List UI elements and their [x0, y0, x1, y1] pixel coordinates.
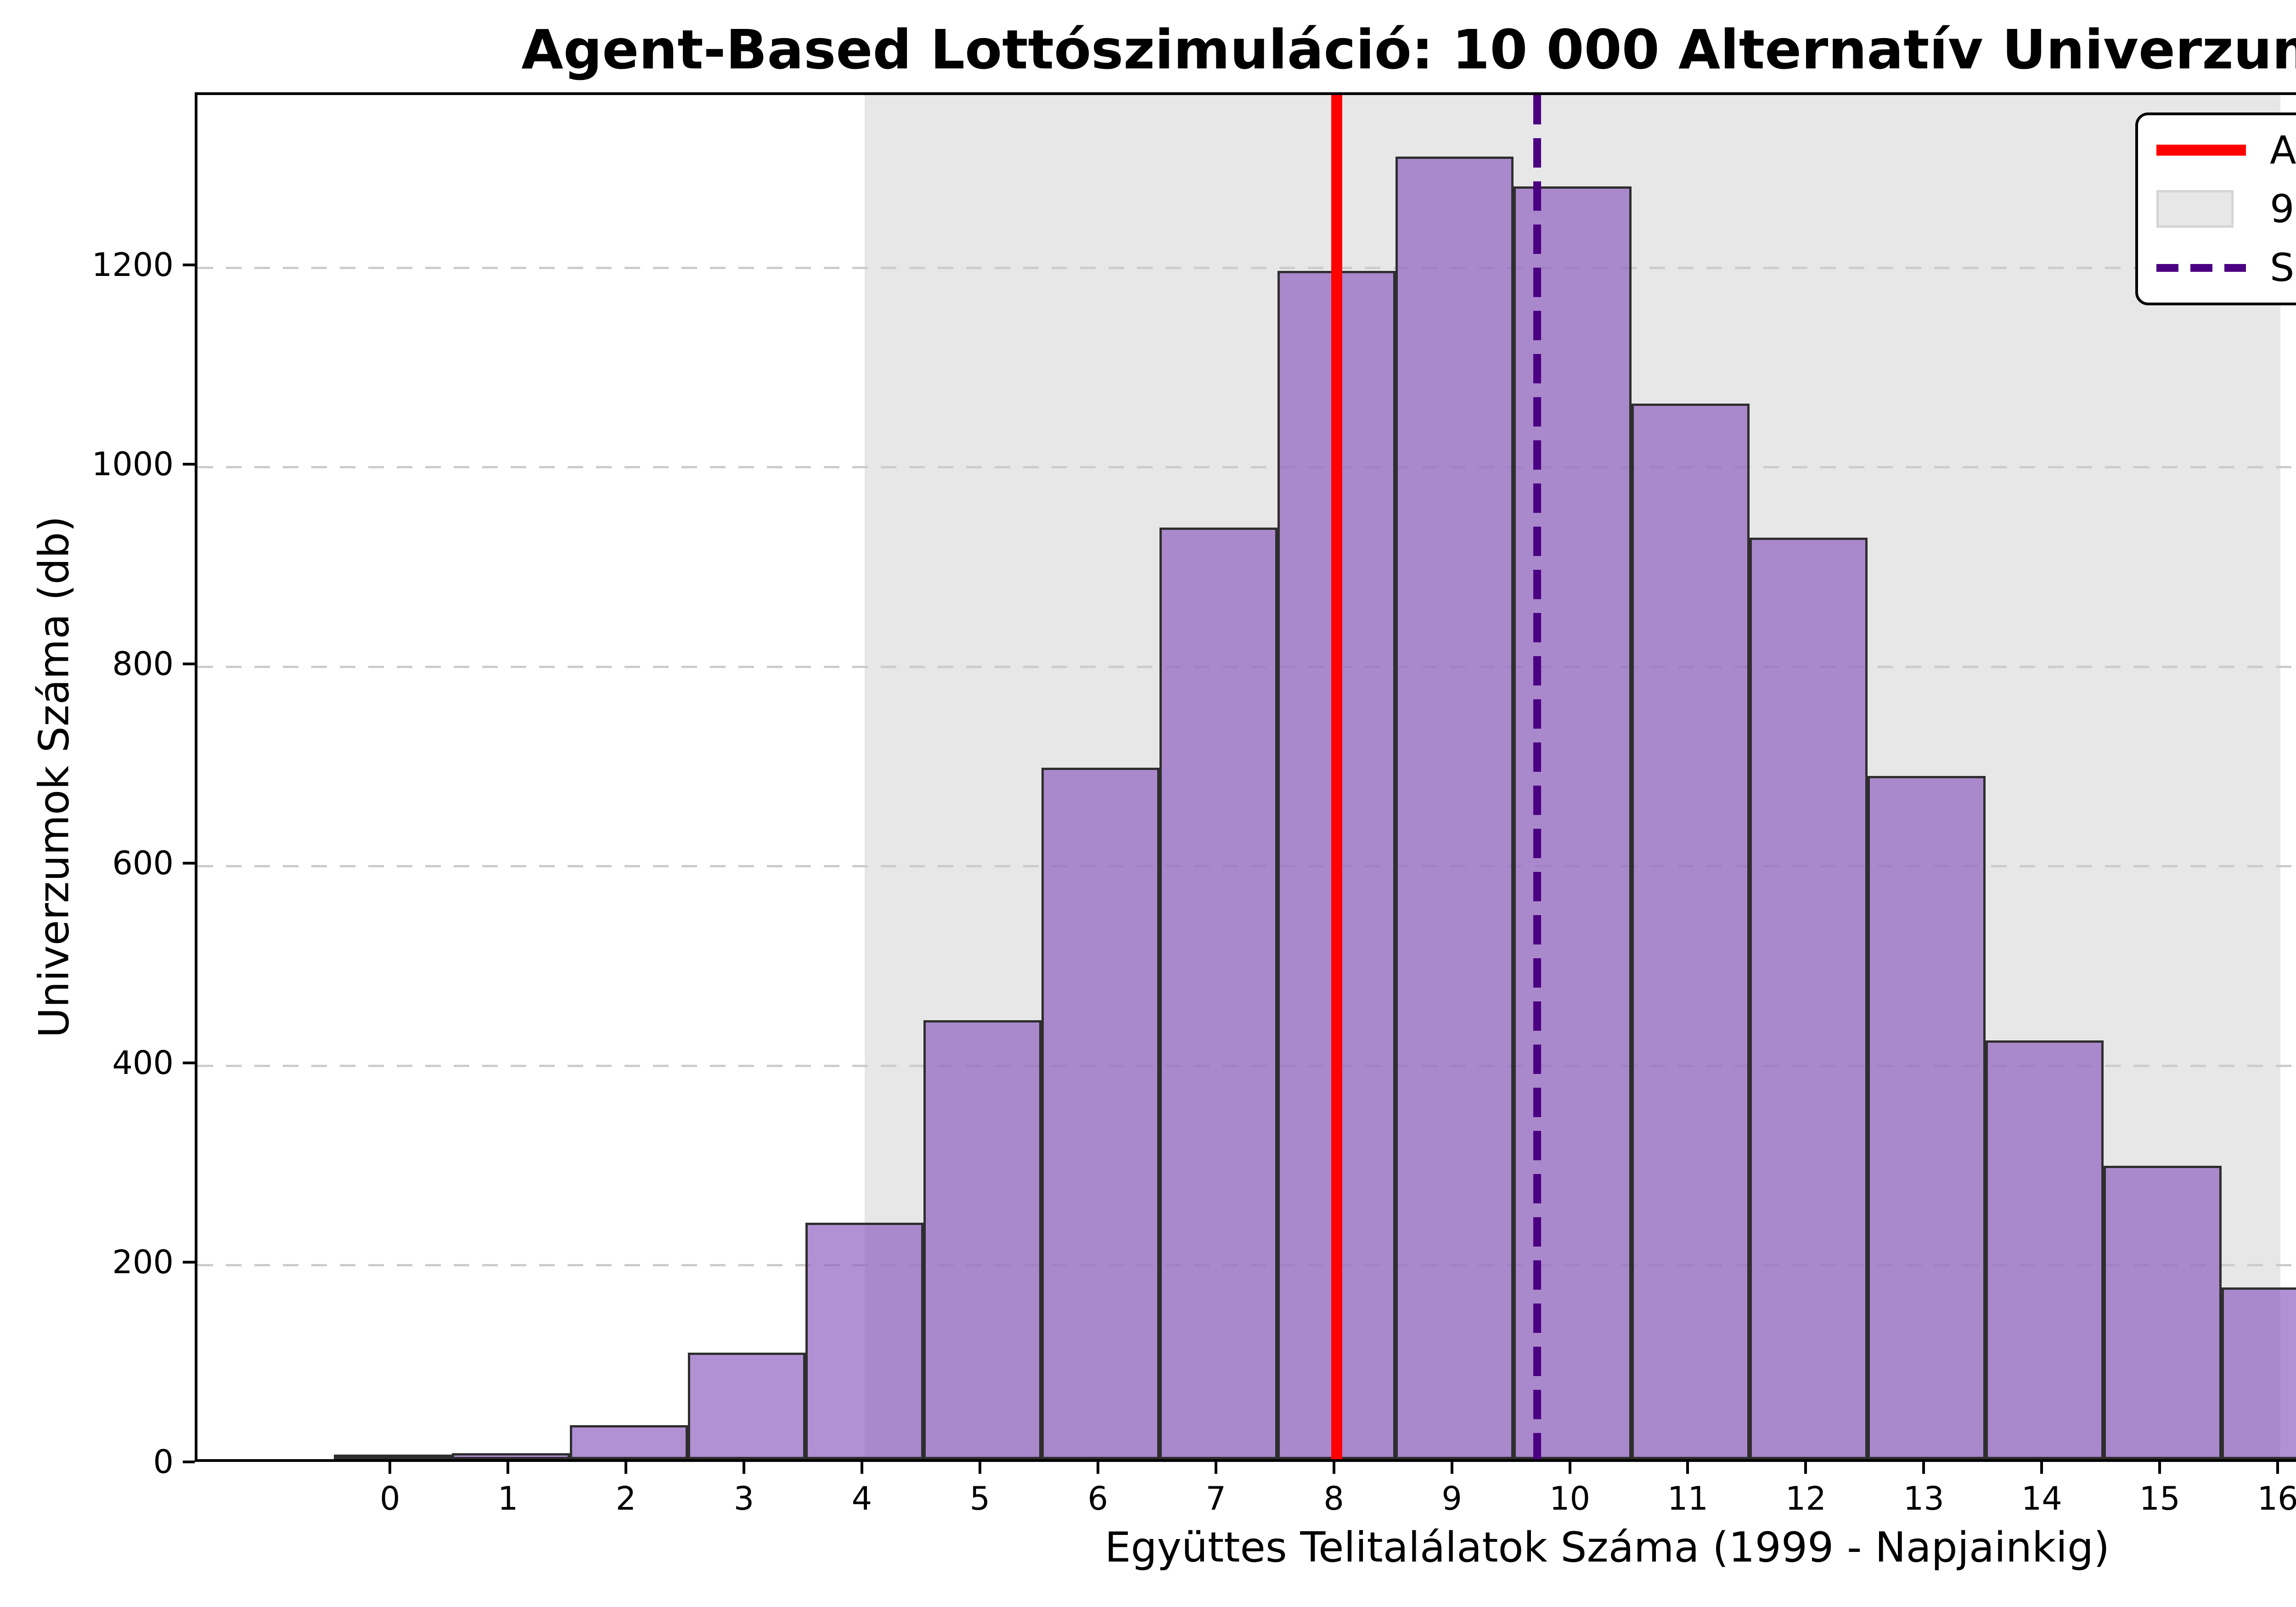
histogram-bar [451, 1453, 570, 1459]
legend-row-reality: A Mi Valóságunk (K=8) [2156, 127, 2296, 173]
chart-title: Agent-Based Lottószimuláció: 10 000 Alte… [521, 18, 2296, 81]
histogram-bar [1514, 186, 1632, 1459]
y-tick-mark [183, 862, 195, 865]
histogram-bar [1041, 768, 1160, 1459]
x-tick-mark [1686, 1462, 1689, 1474]
legend-label-confidence: 95% Konfidencia Intervallum (4 - 16 esem… [2270, 186, 2296, 231]
histogram-bar [2221, 1287, 2296, 1459]
legend-label-reality: A Mi Valóságunk (K=8) [2270, 128, 2296, 173]
y-tick-mark [183, 263, 195, 266]
x-tick-label: 12 [1785, 1480, 1826, 1517]
x-tick-mark [1568, 1462, 1571, 1474]
x-tick-mark [2276, 1462, 2279, 1474]
reality-line [1331, 95, 1342, 1459]
indigo-dashed-swatch [2156, 264, 2246, 272]
y-axis-label: Univerzumok Száma (db) [30, 516, 79, 1038]
legend-row-confidence: 95% Konfidencia Intervallum (4 - 16 esem… [2156, 186, 2296, 232]
y-tick-label: 1200 [91, 246, 174, 284]
red-line-swatch [2156, 145, 2246, 156]
histogram-bar [1632, 404, 1750, 1459]
y-tick-mark [183, 463, 195, 466]
x-tick-label: 14 [2021, 1480, 2062, 1517]
x-tick-label: 5 [969, 1480, 990, 1517]
histogram-bar [1159, 527, 1278, 1459]
x-tick-label: 1 [497, 1480, 518, 1517]
plot-area [195, 92, 2296, 1462]
x-tick-mark [2158, 1462, 2161, 1474]
x-tick-mark [388, 1462, 392, 1474]
x-tick-mark [978, 1462, 981, 1474]
x-tick-mark [1214, 1462, 1217, 1474]
histogram-bar [1867, 775, 1986, 1459]
x-tick-label: 4 [851, 1480, 872, 1517]
x-tick-mark [2040, 1462, 2043, 1474]
y-tick-label: 600 [112, 844, 174, 882]
y-tick-mark [183, 1261, 195, 1264]
gridline [197, 466, 2296, 469]
histogram-bar [333, 1455, 452, 1459]
x-tick-label: 11 [1667, 1480, 1709, 1517]
x-tick-label: 7 [1205, 1480, 1227, 1517]
histogram-bar [1749, 537, 1868, 1459]
histogram-bar [569, 1425, 688, 1459]
gray-patch-swatch [2156, 190, 2246, 228]
x-tick-label: 13 [1903, 1480, 1944, 1517]
y-tick-mark [183, 662, 195, 665]
y-tick-label: 800 [112, 645, 174, 683]
x-tick-label: 15 [2139, 1480, 2180, 1517]
y-tick-mark [183, 1461, 195, 1463]
y-tick-label: 400 [112, 1044, 174, 1082]
histogram-bar [2103, 1166, 2222, 1459]
x-tick-label: 10 [1549, 1480, 1591, 1517]
x-tick-label: 0 [379, 1480, 400, 1517]
x-tick-mark [1096, 1462, 1099, 1474]
y-tick-label: 1000 [91, 445, 174, 483]
x-tick-label: 2 [615, 1480, 636, 1517]
x-tick-label: 8 [1323, 1480, 1344, 1517]
histogram-bar [923, 1020, 1042, 1459]
x-axis-label: Együttes Telitalálatok Száma (1999 - Nap… [1104, 1523, 2110, 1572]
histogram-bar [805, 1223, 924, 1459]
histogram-bar [687, 1352, 806, 1459]
x-tick-label: 9 [1441, 1480, 1462, 1517]
legend: A Mi Valóságunk (K=8) 95% Konfidencia In… [2135, 112, 2296, 305]
legend-label-mean: Szimuláció Átlaga (μ = 9.7) [2270, 245, 2296, 290]
mean-line [1533, 95, 1542, 1459]
x-tick-mark [1450, 1462, 1453, 1474]
x-tick-mark [1804, 1462, 1807, 1474]
legend-row-mean: Szimuláció Átlaga (μ = 9.7) [2156, 245, 2296, 291]
x-tick-mark [625, 1462, 628, 1474]
x-tick-mark [1332, 1462, 1335, 1474]
x-tick-label: 16 [2257, 1480, 2296, 1517]
x-tick-label: 3 [733, 1480, 754, 1517]
x-tick-mark [860, 1462, 863, 1474]
x-tick-mark [506, 1462, 510, 1474]
x-tick-label: 6 [1087, 1480, 1109, 1517]
histogram-bar [1985, 1040, 2104, 1459]
y-tick-label: 200 [112, 1243, 174, 1281]
gridline [197, 266, 2296, 269]
x-tick-mark [743, 1462, 746, 1474]
x-tick-mark [1922, 1462, 1925, 1474]
y-tick-label: 0 [153, 1443, 174, 1481]
y-tick-mark [183, 1061, 195, 1064]
histogram-bar [1396, 156, 1514, 1459]
